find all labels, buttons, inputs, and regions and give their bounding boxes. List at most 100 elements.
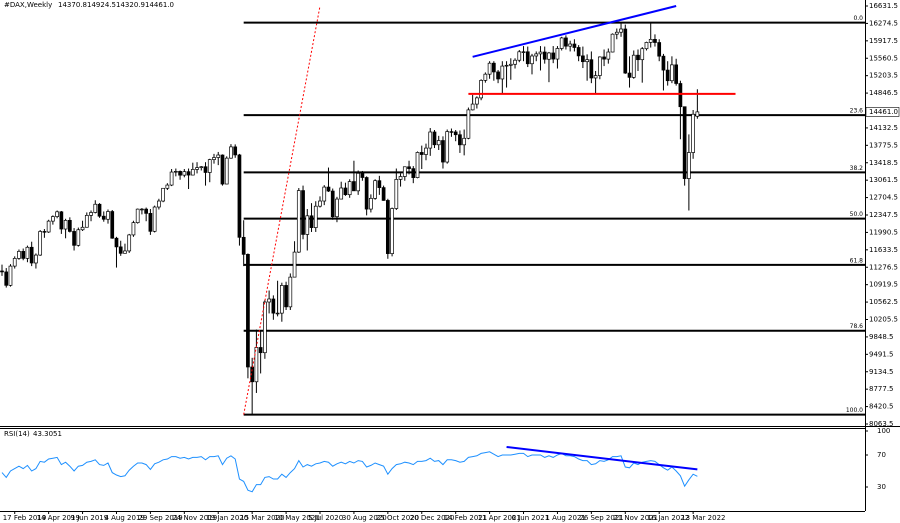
fib-label: 50.0 [850,211,864,218]
candle-body [517,51,522,61]
candle-body [453,131,458,136]
candle-body [123,250,127,254]
x-tick-label: 14 Apr 2019 [37,514,80,522]
candle-body [17,251,21,259]
candle-body [411,168,416,178]
candle-body [241,236,246,255]
price-tag [865,107,900,117]
candle-body [695,111,700,117]
candle-body [67,219,72,232]
candle-body [343,187,348,196]
candle-body [25,246,30,259]
candle-body [203,166,208,173]
y-tick-label: 11276.5 [869,263,898,271]
chart-header: #DAX,Weekly [4,1,52,9]
candle-body [678,83,683,108]
x-tick-label: 16 Jan 2022 [647,514,689,522]
y-tick-label: 13418.5 [869,159,898,167]
candle-body [398,176,403,180]
candle-body [271,298,276,314]
candle-body [347,181,352,196]
candle-body [34,254,38,264]
candle-body [305,215,310,235]
candle-body [475,97,479,105]
candle-body [21,251,26,259]
candle-body [665,69,670,82]
candle-body [483,73,488,81]
candle-body [636,54,640,61]
candle-body [330,190,335,218]
candle-body [373,180,377,199]
candle-body [644,42,649,50]
candle-body [407,166,411,169]
candle-body [653,38,657,43]
x-tick-label: 10 May 2020 [274,514,320,522]
candle-body [415,152,420,178]
candle-body [547,52,551,60]
header-ohlc: 14924.5 [87,1,116,9]
candle-body [627,72,632,78]
candle-body [8,265,13,286]
candle-body [504,64,509,67]
y-tick-label: 16274.5 [869,19,898,27]
candle-body [564,37,568,47]
candle-body [657,42,662,57]
x-tick-label: 11 Apr 2021 [478,514,521,522]
candle-body [610,33,615,53]
candle-body [572,43,577,48]
y-tick-label: 12704.5 [869,194,898,202]
candle-body [140,208,144,211]
x-tick-label: 14 Feb 2021 [444,514,488,522]
rsi-tick-label: 70 [877,451,886,459]
candle-body [597,56,602,76]
candle-body [648,38,653,43]
candle-body [38,231,43,256]
y-tick-label: 13061.5 [869,176,898,184]
candle-body [424,147,428,155]
candle-body [462,137,467,146]
candle-body [51,216,55,222]
candle-body [59,211,64,230]
candle-body [449,131,454,133]
candle-body [135,208,140,223]
y-tick-label: 15203.5 [869,72,898,80]
candle-body [173,171,178,173]
candle-body [195,167,199,170]
trend-line [472,5,677,58]
candle-body [106,211,110,220]
candle-body [97,203,102,217]
candle-body [360,172,365,178]
candle-body [614,31,619,35]
candle-body [385,200,390,254]
y-tick-label: 8777.5 [869,385,894,393]
y-tick-label: 16631.5 [869,2,898,10]
x-tick-label: 1 Aug 2021 [545,514,585,522]
candle-body [279,285,284,314]
candle-body [186,171,191,176]
candle-body [118,246,123,254]
x-tick-label: 29 Sep 2019 [138,514,182,522]
candle-body [29,246,34,264]
candle-body [513,59,517,65]
candle-body [131,222,136,236]
candle-body [470,103,475,111]
price-tag-label: 14461.0 [869,108,898,116]
candle-body [623,28,628,74]
candle-body [110,211,115,239]
candle-body [152,206,157,232]
candle-body [292,251,297,278]
y-tick-label: 15917.5 [869,37,898,45]
candle-body [619,28,623,33]
candle-body [93,203,98,213]
x-tick-label: 30 Aug 2020 [342,514,387,522]
candle-body [157,200,161,208]
x-tick-label: 20 Dec 2020 [410,514,455,522]
candle-body [233,146,238,156]
header-ohlc: 14370.8 [58,1,87,9]
x-tick-label: 24 Nov 2019 [172,514,217,522]
candle-body [220,154,225,185]
x-tick-label: 21 Nov 2021 [613,514,658,522]
y-tick-label: 10562.5 [869,298,898,306]
candle-body [335,198,339,218]
candle-body [80,226,85,231]
